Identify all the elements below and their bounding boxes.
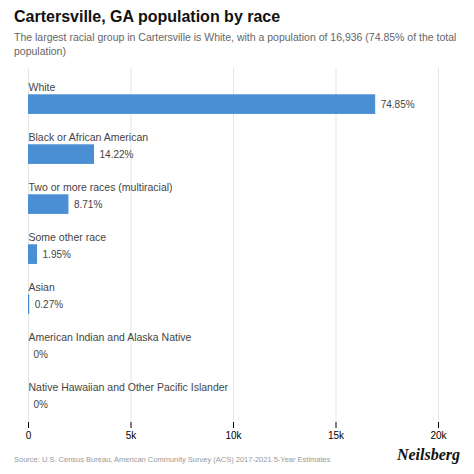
svg-text:Some other race: Some other race — [29, 232, 107, 244]
svg-text:American Indian and Alaska Nat: American Indian and Alaska Native — [29, 332, 192, 344]
html-text:Cartersville, GA population by: Cartersville, GA population by race — [14, 8, 281, 25]
svg-text:0%: 0% — [34, 349, 49, 360]
svg-text:Native Hawaiian and Other Paci: Native Hawaiian and Other Pacific Island… — [29, 382, 229, 394]
svg-text:10k: 10k — [225, 430, 242, 441]
svg-text:14.22%: 14.22% — [100, 149, 134, 160]
svg-text:White: White — [29, 82, 56, 94]
svg-text:5k: 5k — [126, 430, 138, 441]
html-text:The largest racial group in Ca: The largest racial group in Cartersville… — [14, 31, 457, 58]
html-text:Source: U.S. Census Bureau, Am: Source: U.S. Census Bureau, American Com… — [14, 454, 331, 464]
svg-text:8.71%: 8.71% — [74, 199, 102, 210]
svg-text:1.95%: 1.95% — [43, 249, 71, 260]
svg-text:15k: 15k — [328, 430, 345, 441]
svg-text:Asian: Asian — [29, 282, 55, 294]
html-text:Neilsberg: Neilsberg — [396, 446, 460, 464]
svg-text:0.27%: 0.27% — [35, 299, 63, 310]
svg-text:20k: 20k — [430, 430, 447, 441]
svg-text:0: 0 — [26, 430, 32, 441]
svg-text:Two or more races (multiracial: Two or more races (multiracial) — [29, 182, 173, 194]
svg-text:74.85%: 74.85% — [381, 99, 415, 110]
svg-text:0%: 0% — [34, 399, 49, 410]
svg-text:Black or African American: Black or African American — [29, 132, 149, 144]
